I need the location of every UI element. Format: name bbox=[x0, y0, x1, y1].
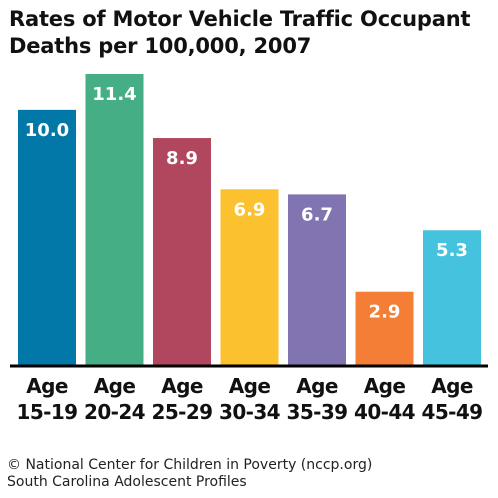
footer: © National Center for Children in Povert… bbox=[7, 457, 487, 491]
x-tick-label-prefix: Age bbox=[296, 374, 338, 398]
bar-age-35-39 bbox=[288, 194, 346, 366]
x-tick-label-prefix: Age bbox=[94, 374, 136, 398]
bar-value-label: 11.4 bbox=[92, 84, 136, 105]
bar-age-25-29 bbox=[153, 138, 211, 366]
source-text: South Carolina Adolescent Profiles bbox=[7, 474, 247, 490]
bar-age-40-44 bbox=[355, 291, 414, 366]
x-tick-label-range: 35-39 bbox=[287, 400, 348, 424]
x-tick-label-prefix: Age bbox=[431, 374, 473, 398]
bar-value-label: 6.9 bbox=[234, 199, 266, 220]
x-tick-label-prefix: Age bbox=[364, 374, 406, 398]
x-tick-label-range: 40-44 bbox=[354, 400, 415, 424]
x-tick-label-range: 25-29 bbox=[152, 400, 213, 424]
bar-age-45-49 bbox=[423, 230, 481, 366]
bar-value-label: 5.3 bbox=[436, 240, 468, 261]
bar-age-30-34 bbox=[220, 189, 279, 366]
bar-value-label: 6.7 bbox=[301, 204, 333, 225]
bar-value-label: 10.0 bbox=[25, 120, 69, 141]
bar-value-label: 2.9 bbox=[369, 302, 401, 323]
x-tick-label-range: 15-19 bbox=[17, 400, 78, 424]
bar-value-label: 8.9 bbox=[166, 148, 198, 169]
copyright-text: © National Center for Children in Povert… bbox=[7, 457, 373, 473]
bar-age-20-24 bbox=[85, 74, 144, 366]
x-tick-label-range: 45-49 bbox=[422, 400, 483, 424]
x-tick-label-range: 30-34 bbox=[219, 400, 280, 424]
x-tick-label-prefix: Age bbox=[229, 374, 271, 398]
x-tick-label-range: 20-24 bbox=[84, 400, 145, 424]
x-tick-label-prefix: Age bbox=[26, 374, 68, 398]
x-tick-label-prefix: Age bbox=[161, 374, 203, 398]
bars-group: 10.0 11.4 8.9 6.9 6.7 2.9 5.3 bbox=[18, 74, 481, 366]
bar-age-15-19 bbox=[18, 109, 76, 366]
chart-title: Rates of Motor Vehicle Traffic Occupant … bbox=[9, 7, 471, 58]
x-tick-labels: Age15-19Age20-24Age25-29Age30-34Age35-39… bbox=[17, 374, 484, 424]
